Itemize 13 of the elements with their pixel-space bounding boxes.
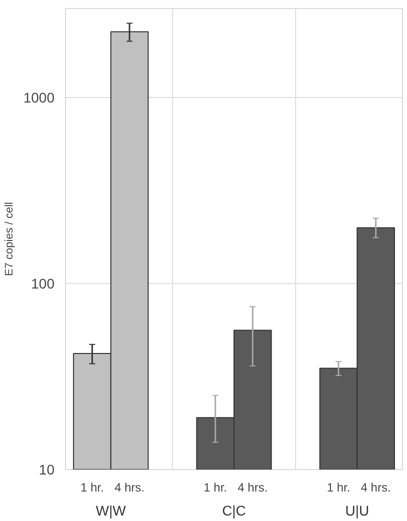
y-tick-label: 100 [31,275,55,292]
x-tick-label: U|U [345,502,370,518]
x-tick-label: C|C [222,502,246,518]
x-tick-label: W|W [96,502,127,518]
text: 4 hrs. [360,480,391,494]
y-tick-label: 10 [38,462,55,478]
series-label: 4 hrs. [114,480,145,494]
text: 1 hr. [326,480,350,494]
y-tick-label: 1000 [23,89,55,106]
series-label: 1 hr. [80,480,104,494]
text: 4 hrs. [238,480,268,494]
y-axis-title: E7 copies / cell [3,202,16,276]
text: 1 hr. [204,480,228,494]
